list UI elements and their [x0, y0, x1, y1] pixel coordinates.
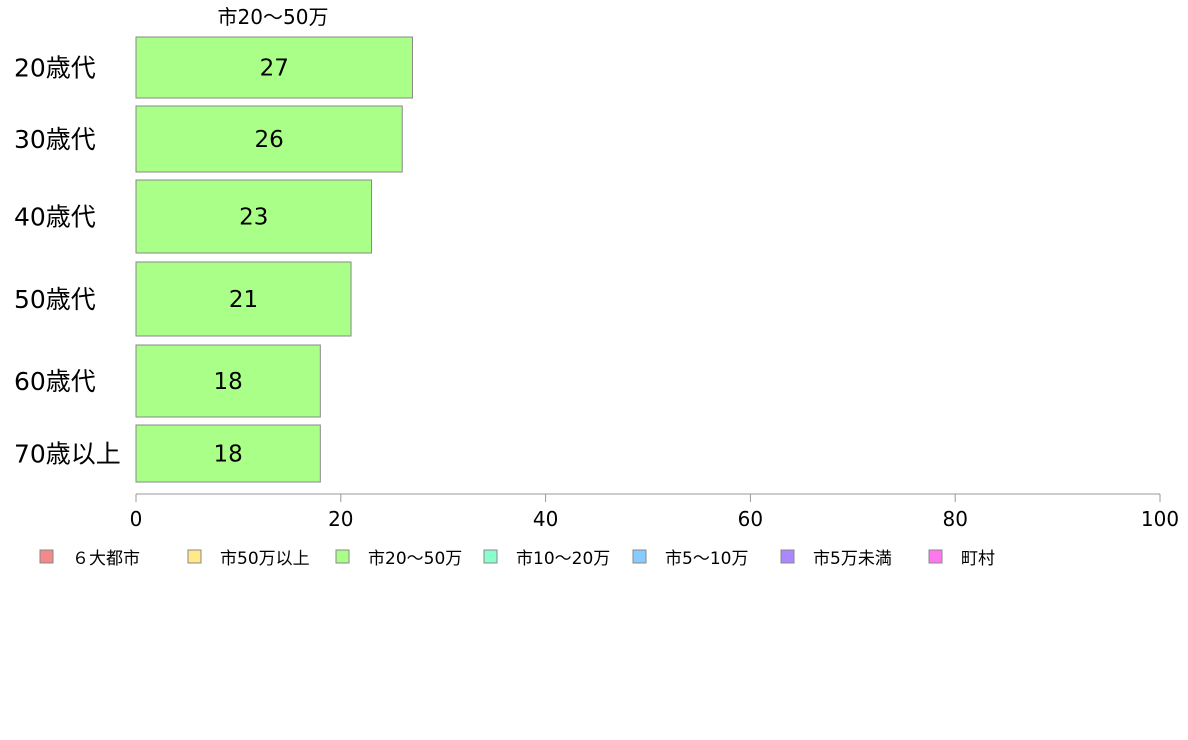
bars-layer: 20歳代 27 30歳代 26 40歳代 23 50歳代 21 60歳代 18 70歳以上 18 — [14, 36, 413, 483]
x-axis: 0 20 40 60 80 100 — [130, 493, 1179, 531]
chart-title: 市20～50万 — [218, 5, 329, 29]
x-tick-label: 60 — [738, 507, 763, 531]
legend-swatch — [335, 549, 350, 564]
category-label: 20歳代 — [14, 54, 96, 83]
legend-swatch — [632, 549, 647, 564]
bar — [135, 36, 413, 99]
legend-label: 市20～50万 — [368, 549, 462, 569]
legend-label: 市5万未満 — [813, 549, 892, 569]
bar — [135, 424, 321, 483]
category-label: 60歳代 — [14, 367, 96, 396]
legend-item: 市5～10万 — [632, 549, 748, 569]
legend-swatch — [187, 549, 202, 564]
legend-swatch — [780, 549, 795, 564]
legend-label: ６大都市 — [72, 549, 140, 569]
bar-value-label: 23 — [239, 205, 268, 231]
legend-swatch — [928, 549, 943, 564]
x-tick-label: 100 — [1141, 507, 1179, 531]
category-label: 40歳代 — [14, 203, 96, 232]
legend: ６大都市 市50万以上 市20～50万 市10～20万 市5～10万 市5万未満 町村 — [39, 549, 995, 569]
legend-swatch — [39, 549, 54, 564]
legend-label: 市5～10万 — [665, 549, 748, 569]
bar — [135, 105, 403, 173]
bar-value-label: 21 — [229, 287, 258, 313]
legend-item: 市5万未満 — [780, 549, 892, 569]
bar-value-label: 18 — [214, 369, 243, 395]
legend-item: 市10～20万 — [483, 549, 610, 569]
bar — [135, 261, 352, 337]
bar — [135, 179, 373, 254]
x-tick-label: 40 — [533, 507, 558, 531]
bar-value-label: 26 — [254, 127, 283, 153]
bar-value-label: 18 — [214, 442, 243, 468]
bar — [135, 344, 321, 418]
legend-label: 市50万以上 — [220, 549, 310, 569]
category-label: 50歳代 — [14, 285, 96, 314]
legend-item: 市20～50万 — [335, 549, 462, 569]
legend-swatch — [483, 549, 498, 564]
x-tick-label: 0 — [130, 507, 143, 531]
legend-item: 市50万以上 — [187, 549, 310, 569]
bar-value-label: 27 — [260, 56, 289, 82]
x-tick-label: 80 — [942, 507, 967, 531]
legend-item: 町村 — [928, 549, 995, 569]
category-label: 70歳以上 — [14, 440, 121, 469]
legend-label: 町村 — [961, 549, 995, 569]
legend-item: ６大都市 — [39, 549, 140, 569]
legend-label: 市10～20万 — [516, 549, 610, 569]
x-tick-label: 20 — [328, 507, 353, 531]
category-label: 30歳代 — [14, 125, 96, 154]
